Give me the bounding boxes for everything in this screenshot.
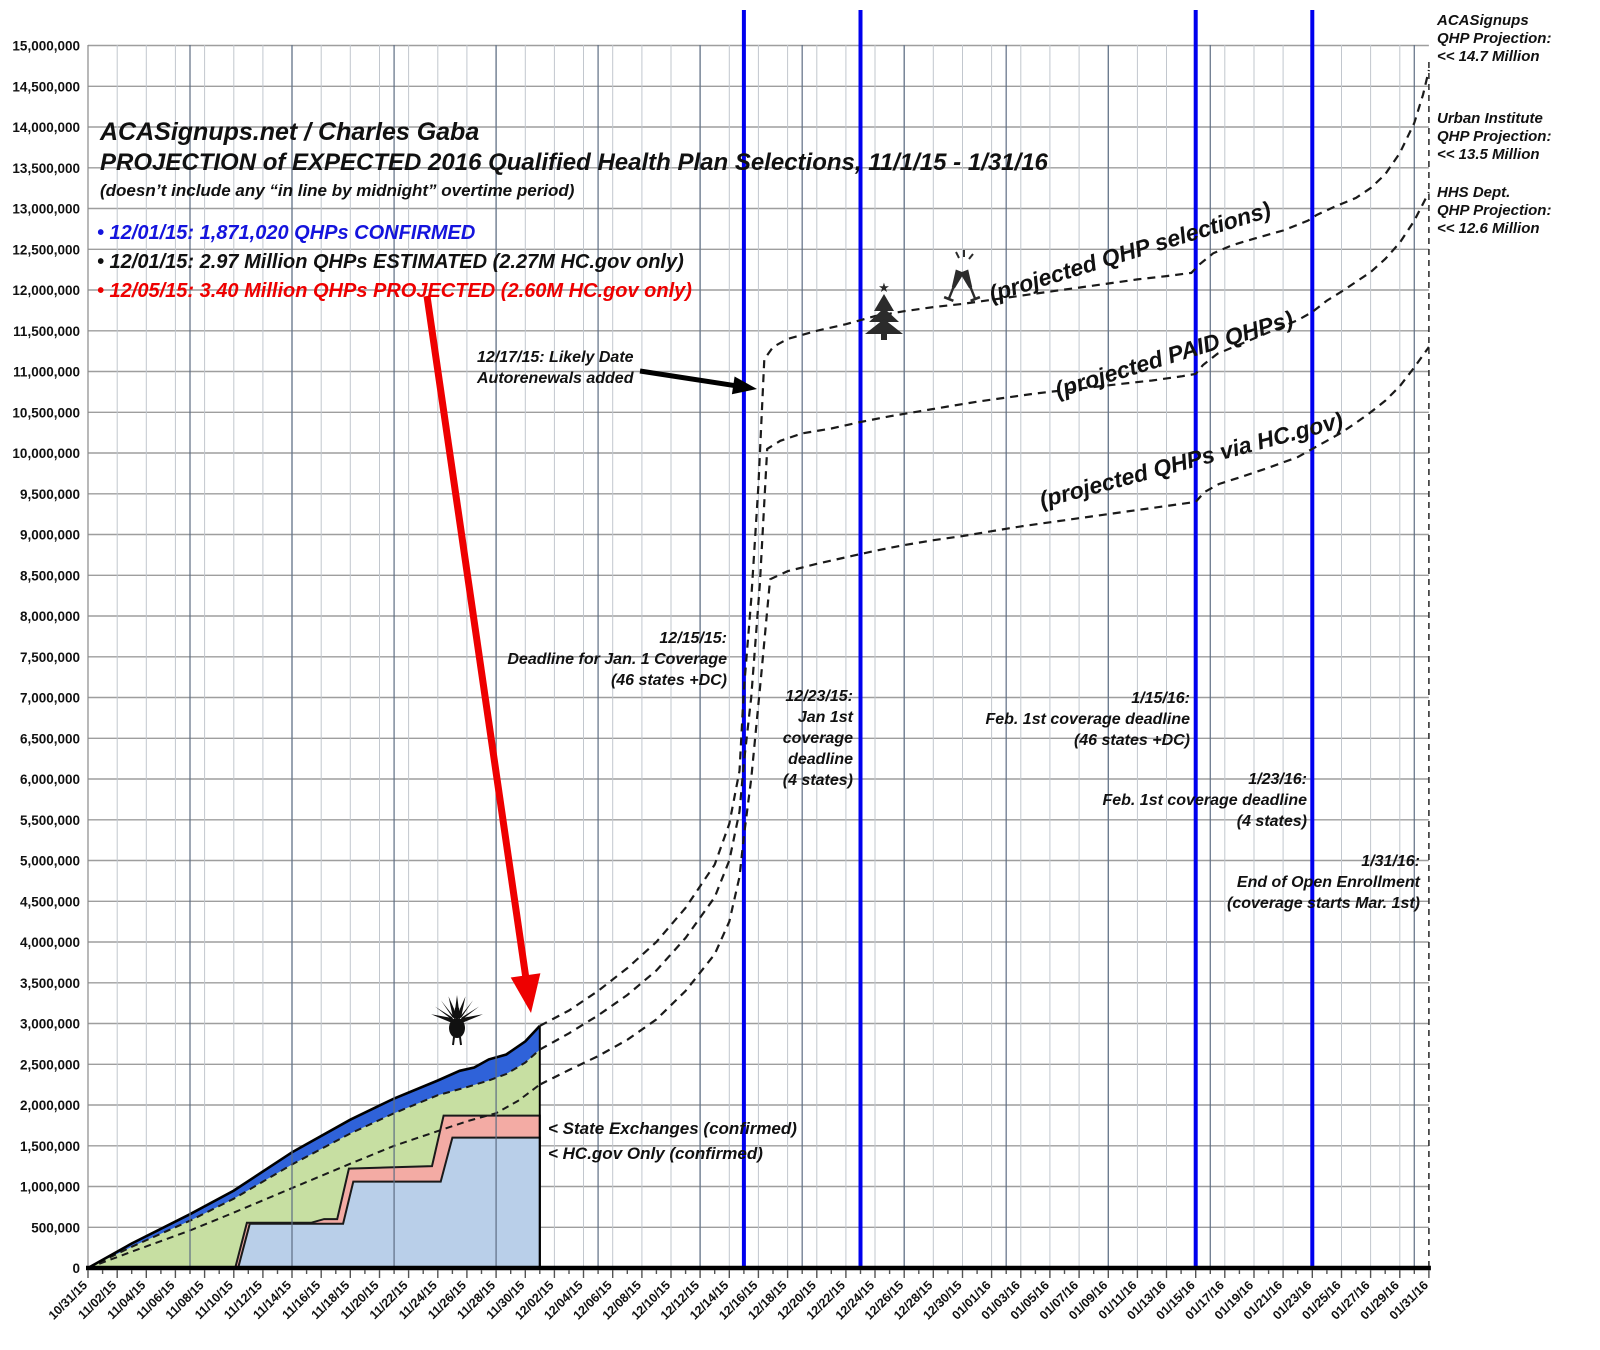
deadline-1223: Jan 1st [798, 709, 854, 726]
y-tick-label: 6,500,000 [20, 731, 80, 746]
y-tick-label: 10,000,000 [12, 446, 80, 461]
chart-author-title: ACASignups.net / Charles Gaba [100, 118, 480, 146]
projection-band-blue [88, 1025, 540, 1268]
deadline-0115: 1/15/16: [1131, 690, 1190, 707]
deadline-1223: 12/23/15: [785, 688, 853, 705]
deadline-1215: Deadline for Jan. 1 Coverage [507, 651, 727, 668]
y-tick-label: 10,500,000 [12, 405, 80, 420]
y-tick-label: 3,000,000 [20, 1017, 80, 1032]
estimated-hcgov-dashed-line [87, 1083, 541, 1269]
y-tick-label: 15,000,000 [12, 39, 80, 54]
y-tick-label: 1,500,000 [20, 1139, 80, 1154]
y-tick-label: 8,500,000 [20, 568, 80, 583]
y-tick-label: 13,000,000 [12, 202, 80, 217]
y-tick-label: 4,000,000 [20, 935, 80, 950]
acasignups-projection: ACASignups QHP Projection: << 14.7 Million [1437, 12, 1552, 65]
projected-value-arrow [423, 295, 541, 1013]
chart-main-title: PROJECTION of EXPECTED 2016 Qualified He… [100, 149, 1048, 176]
y-tick-label: 6,000,000 [20, 772, 80, 787]
y-tick-label: 9,000,000 [20, 528, 80, 543]
y-tick-label: 9,500,000 [20, 487, 80, 502]
y-tick-label: 12,000,000 [12, 283, 80, 298]
end-open-enrollment: (coverage starts Mar. 1st) [1227, 895, 1420, 912]
svg-text:★: ★ [878, 280, 890, 295]
autorenewals-note: Autorenewals added [476, 370, 635, 387]
end-open-enrollment: 1/31/16: [1361, 853, 1420, 870]
end-open-enrollment: End of Open Enrollment [1237, 874, 1421, 891]
y-tick-label: 7,000,000 [20, 691, 80, 706]
deadline-1215: 12/15/15: [659, 630, 727, 647]
deadline-1223: deadline [788, 751, 853, 768]
turkey-icon [431, 995, 483, 1046]
y-tick-label: 1,000,000 [20, 1180, 80, 1195]
chart-subtitle: (doesn’t include any “in line by midnigh… [100, 181, 575, 200]
status-bullet-3: • 12/05/15: 3.40 Million QHPs PROJECTED … [97, 280, 692, 302]
christmas-tree-icon: ★ [865, 280, 903, 340]
y-tick-label: 14,000,000 [12, 120, 80, 135]
y-tick-label: 5,500,000 [20, 813, 80, 828]
y-tick-label: 11,500,000 [13, 324, 80, 339]
curve-label: (projected PAID QHPs) [1052, 306, 1296, 403]
champagne-glasses-icon [943, 250, 981, 303]
status-bullet-1: • 12/01/15: 1,871,020 QHPs CONFIRMED [97, 222, 476, 244]
projected-qhp-selections-curve [539, 69, 1430, 1027]
status-bullet-2: • 12/01/15: 2.97 Million QHPs ESTIMATED … [97, 251, 684, 273]
deadline-0115: (46 states +DC) [1074, 732, 1190, 749]
hcgov-only-label: < HC.gov Only (confirmed) [548, 1144, 763, 1163]
y-tick-label: 500,000 [31, 1220, 80, 1235]
y-tick-label: 0 [72, 1261, 80, 1276]
deadline-0115: Feb. 1st coverage deadline [985, 711, 1190, 728]
deadline-1223: (4 states) [783, 772, 853, 789]
y-tick-label: 3,500,000 [20, 976, 80, 991]
curve-label: (projected QHPs via HC.gov) [1037, 407, 1346, 513]
state-exchanges-label: < State Exchanges (confirmed) [548, 1119, 797, 1138]
autorenewals-note: 12/17/15: Likely Date [477, 349, 634, 366]
y-tick-label: 12,500,000 [12, 242, 80, 257]
autorenewals-arrow [639, 368, 757, 395]
y-tick-label: 8,000,000 [20, 609, 80, 624]
y-tick-label: 13,500,000 [12, 161, 80, 176]
projected-paid-qhps-curve [539, 191, 1430, 1051]
deadline-1215: (46 states +DC) [611, 672, 727, 689]
y-tick-label: 14,500,000 [12, 79, 80, 94]
y-tick-label: 2,000,000 [20, 1098, 80, 1113]
deadline-0123: 1/23/16: [1248, 771, 1307, 788]
y-tick-label: 11,000,000 [13, 365, 80, 380]
y-tick-label: 2,500,000 [20, 1057, 80, 1072]
deadline-1223: coverage [783, 730, 853, 747]
deadline-0123: (4 states) [1237, 813, 1307, 830]
hhs-projection: HHS Dept. QHP Projection: << 12.6 Million [1437, 184, 1552, 237]
urban-institute-projection: Urban Institute QHP Projection: << 13.5 Mi… [1437, 110, 1552, 163]
y-tick-label: 4,500,000 [20, 894, 80, 909]
estimated-total-solid-line [87, 1025, 541, 1270]
y-tick-label: 5,000,000 [20, 854, 80, 869]
deadline-0123: Feb. 1st coverage deadline [1102, 792, 1307, 809]
projected-qhps-via-hcgov-curve [539, 346, 1430, 1086]
y-tick-label: 7,500,000 [20, 650, 80, 665]
